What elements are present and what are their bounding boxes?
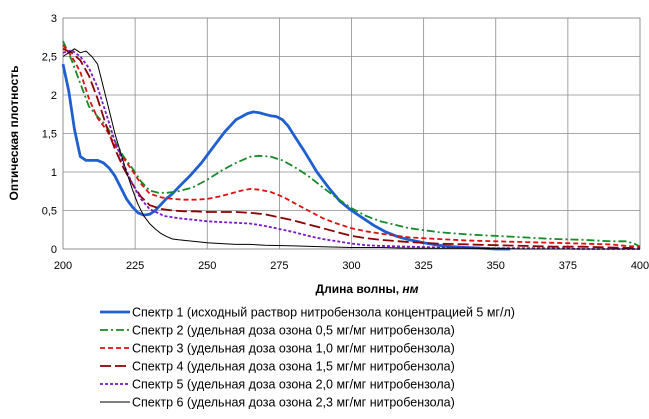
x-axis-title-unit: нм xyxy=(402,282,418,296)
x-axis-title-main: Длина волны, xyxy=(316,282,403,296)
y-tick-label: 2,5 xyxy=(42,52,57,64)
legend-label-5: Спектр 5 (удельная доза озона 2,0 мг/мг … xyxy=(132,378,455,392)
series-lines xyxy=(61,40,641,251)
x-tick-label: 275 xyxy=(270,260,288,272)
x-tick-label: 250 xyxy=(198,260,216,272)
series-line-1 xyxy=(61,63,511,251)
x-tick-label: 325 xyxy=(414,260,432,272)
legend-label-1: Спектр 1 (исходный раствор нитробензола … xyxy=(132,306,515,320)
y-tick-label: 3 xyxy=(51,13,57,25)
x-tick-label: 300 xyxy=(342,260,360,272)
series-line-2 xyxy=(62,40,641,248)
legend: Спектр 1 (исходный раствор нитробензола … xyxy=(100,306,515,410)
y-tick-label: 1,5 xyxy=(42,129,57,141)
series-line-6 xyxy=(62,48,640,250)
plot-border xyxy=(62,17,641,250)
series-line-4 xyxy=(62,47,641,250)
legend-label-4: Спектр 4 (удельная доза озона 1,5 мг/мг … xyxy=(132,360,455,374)
gridlines xyxy=(62,17,641,250)
x-tick-label: 375 xyxy=(559,260,577,272)
y-axis-title: Оптическая плотность xyxy=(7,66,21,201)
y-tick-label: 0,5 xyxy=(42,206,57,218)
y-tick-labels: 0 0,5 1 1,5 2 2,5 3 xyxy=(42,13,57,256)
x-tick-label: 200 xyxy=(54,260,72,272)
y-tick-label: 0 xyxy=(51,244,57,256)
legend-label-2: Спектр 2 (удельная доза озона 0,5 мг/мг … xyxy=(132,324,455,338)
x-axis-title: Длина волны, нм xyxy=(316,282,419,296)
legend-label-3: Спектр 3 (удельная доза озона 1,0 мг/мг … xyxy=(132,342,455,356)
series-line-3 xyxy=(62,44,641,248)
y-tick-label: 1 xyxy=(51,167,57,179)
legend-label-6: Спектр 6 (удельная доза озона 2,3 мг/мг … xyxy=(132,396,455,410)
x-tick-label: 225 xyxy=(126,260,144,272)
series-line-5 xyxy=(62,49,640,250)
x-tick-labels: 200 225 250 275 300 325 350 375 400 xyxy=(54,260,649,272)
x-tick-label: 350 xyxy=(487,260,505,272)
plot-frame xyxy=(62,17,641,250)
y-tick-label: 2 xyxy=(51,90,57,102)
x-tick-label: 400 xyxy=(631,260,649,272)
